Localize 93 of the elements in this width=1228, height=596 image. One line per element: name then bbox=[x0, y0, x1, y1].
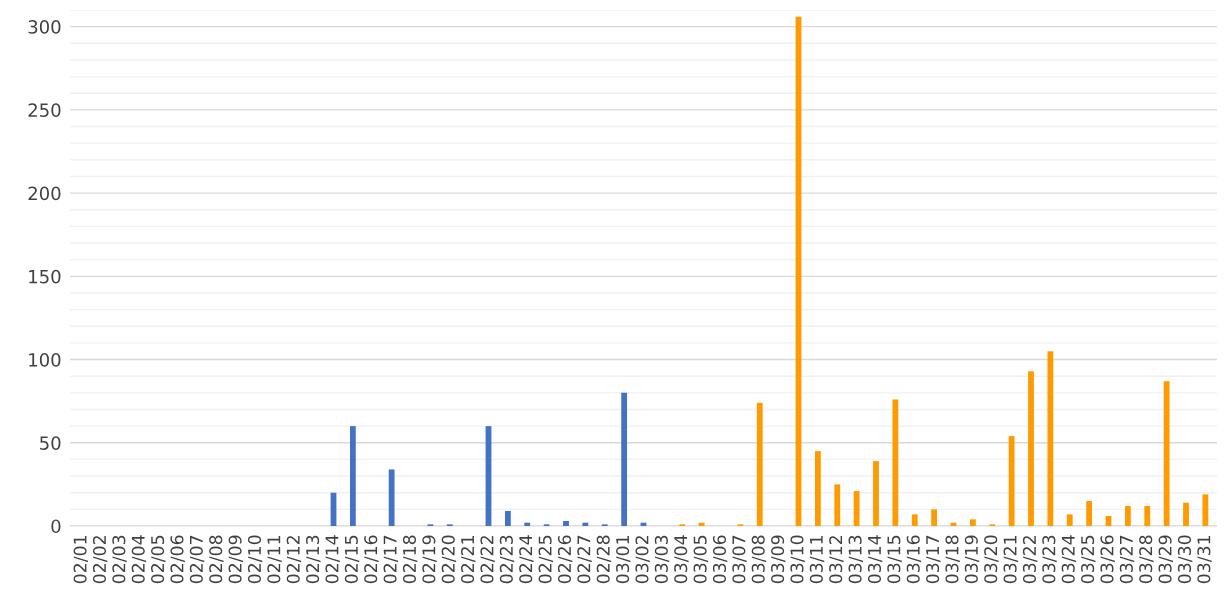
x-tick-label: 03/01 bbox=[616, 535, 631, 584]
x-tick-label: 03/18 bbox=[945, 535, 960, 584]
x-tick-label: 02/02 bbox=[92, 536, 108, 584]
x-tick-label: 03/26 bbox=[1100, 535, 1115, 584]
x-tick-label: 02/08 bbox=[209, 535, 224, 584]
x-tick-label: 02/11 bbox=[267, 535, 282, 584]
x-tick-label: 03/23 bbox=[1042, 535, 1057, 584]
x-tick-label: 02/28 bbox=[596, 535, 612, 584]
x-tick-label: 03/07 bbox=[732, 535, 747, 584]
bar bbox=[698, 522, 705, 526]
x-tick-label: 03/29 bbox=[1158, 535, 1174, 584]
x-tick-label: 02/14 bbox=[325, 535, 340, 584]
bar bbox=[969, 519, 976, 526]
x-tick-label: 03/06 bbox=[712, 535, 728, 584]
bar bbox=[853, 491, 860, 526]
x-tick-label: 02/15 bbox=[344, 535, 360, 584]
x-tick-label: 02/22 bbox=[480, 536, 495, 584]
x-tick-label: 02/07 bbox=[189, 535, 205, 584]
bar bbox=[911, 514, 918, 526]
bar bbox=[931, 509, 938, 526]
y-tick-label: 100 bbox=[29, 353, 61, 367]
x-tick-label: 02/16 bbox=[364, 535, 379, 584]
bar bbox=[524, 522, 531, 526]
x-tick-label: 03/16 bbox=[906, 535, 922, 584]
bar bbox=[1124, 506, 1131, 526]
x-tick-label: 02/04 bbox=[131, 535, 147, 584]
y-tick-label: 250 bbox=[28, 103, 61, 117]
x-tick-label: 02/03 bbox=[112, 535, 127, 584]
y-tick-label: 0 bbox=[51, 519, 61, 534]
x-tick-label: 02/13 bbox=[306, 535, 321, 584]
x-tick-label: 02/05 bbox=[151, 535, 166, 584]
y-tick-label: 300 bbox=[28, 20, 61, 34]
bar bbox=[349, 426, 356, 526]
bar bbox=[1047, 351, 1054, 526]
x-tick-label: 02/24 bbox=[519, 535, 534, 584]
x-tick-label: 03/02 bbox=[635, 536, 650, 584]
x-tick-label: 02/12 bbox=[286, 536, 302, 584]
x-tick-label: 02/19 bbox=[422, 535, 437, 584]
x-tick-label: 03/12 bbox=[829, 536, 844, 584]
x-tick-label: 03/19 bbox=[964, 535, 980, 584]
bar bbox=[388, 469, 395, 526]
x-tick-label: 02/18 bbox=[402, 535, 418, 584]
x-tick-label: 02/06 bbox=[170, 535, 185, 584]
x-tick-label: 02/09 bbox=[228, 535, 244, 584]
bar bbox=[834, 484, 841, 526]
bar bbox=[1008, 436, 1015, 526]
x-tick-label: 03/04 bbox=[674, 535, 689, 584]
bar bbox=[563, 521, 569, 526]
bar bbox=[1086, 501, 1093, 526]
x-tick-label: 03/15 bbox=[887, 535, 902, 584]
x-tick-label: 02/21 bbox=[461, 535, 476, 584]
bar bbox=[873, 461, 879, 526]
x-tick-label: 03/09 bbox=[771, 535, 786, 584]
x-tick-label: 03/22 bbox=[1022, 536, 1038, 584]
x-tick-label: 03/03 bbox=[654, 535, 670, 584]
x-tick-label: 03/14 bbox=[867, 535, 883, 584]
x-tick-label: 03/05 bbox=[693, 535, 709, 584]
bar bbox=[1144, 506, 1151, 526]
x-tick-label: 02/20 bbox=[441, 535, 457, 584]
x-tick-label: 03/24 bbox=[1061, 535, 1077, 584]
x-tick-label: 03/08 bbox=[751, 535, 767, 584]
y-tick-label: 150 bbox=[29, 269, 61, 284]
bar bbox=[1028, 371, 1034, 526]
bar bbox=[1163, 381, 1170, 526]
x-tick-label: 02/01 bbox=[73, 535, 89, 584]
bar bbox=[1202, 494, 1209, 526]
x-tick-label: 03/25 bbox=[1081, 535, 1096, 584]
bar bbox=[756, 402, 763, 526]
x-tick-label: 02/23 bbox=[499, 535, 515, 584]
x-tick-label: 03/28 bbox=[1139, 535, 1154, 584]
bar bbox=[1183, 502, 1189, 526]
x-tick-label: 02/10 bbox=[247, 535, 263, 584]
x-tick-label: 03/30 bbox=[1177, 535, 1193, 584]
x-tick-label: 03/27 bbox=[1119, 535, 1135, 584]
x-tick-label: 03/31 bbox=[1197, 535, 1212, 584]
x-tick-label: 02/27 bbox=[577, 535, 592, 584]
x-tick-label: 03/20 bbox=[984, 535, 999, 584]
bar bbox=[582, 522, 589, 526]
x-tick-label: 03/11 bbox=[809, 535, 825, 584]
x-tick-label: 03/13 bbox=[848, 535, 864, 584]
bar bbox=[621, 392, 628, 526]
bar bbox=[814, 451, 821, 526]
x-tick-label: 03/10 bbox=[790, 535, 805, 584]
x-tick-label: 02/26 bbox=[557, 535, 573, 584]
bar bbox=[892, 399, 899, 526]
x-tick-label: 02/25 bbox=[538, 535, 554, 584]
y-tick-label: 50 bbox=[40, 436, 61, 450]
x-tick-label: 03/17 bbox=[926, 535, 941, 584]
y-tick-label: 200 bbox=[28, 186, 61, 201]
x-tick-label: 03/21 bbox=[1003, 535, 1019, 584]
x-tick-label: 02/17 bbox=[383, 535, 399, 584]
bar bbox=[504, 511, 511, 526]
bar bbox=[1066, 514, 1073, 526]
